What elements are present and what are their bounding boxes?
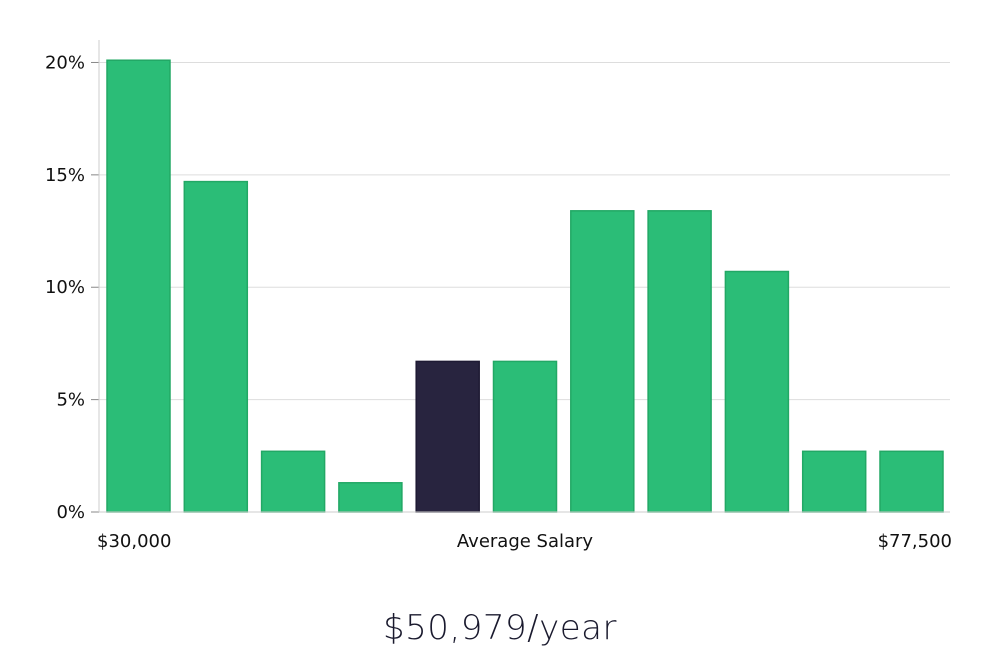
bar <box>338 482 403 513</box>
bar <box>801 450 867 513</box>
bar <box>724 270 790 513</box>
bar-highlighted <box>415 360 480 513</box>
y-tick-label: 20% <box>45 52 85 73</box>
y-tick-label: 0% <box>56 502 85 523</box>
x-axis-label: Average Salary <box>457 531 594 552</box>
bar <box>183 180 249 513</box>
average-salary-value: $50,979/year <box>383 608 617 648</box>
bar <box>570 210 635 513</box>
axes <box>98 40 950 513</box>
x-start-label: $30,000 <box>97 531 171 552</box>
salary-distribution-chart: 0% 5% 10% 15% 20% $30,000 Average Salary $77… <box>45 40 952 552</box>
tick-labels: 0% 5% 10% 15% 20% <box>45 52 85 523</box>
bar <box>492 360 558 513</box>
y-tick-label: 10% <box>45 277 85 298</box>
bar <box>106 59 171 513</box>
bar <box>260 450 326 513</box>
bar <box>647 210 712 513</box>
bar <box>879 450 944 513</box>
y-tick-label: 15% <box>45 165 85 186</box>
x-end-label: $77,500 <box>878 531 952 552</box>
bars <box>106 59 944 513</box>
y-tick-label: 5% <box>56 390 85 411</box>
